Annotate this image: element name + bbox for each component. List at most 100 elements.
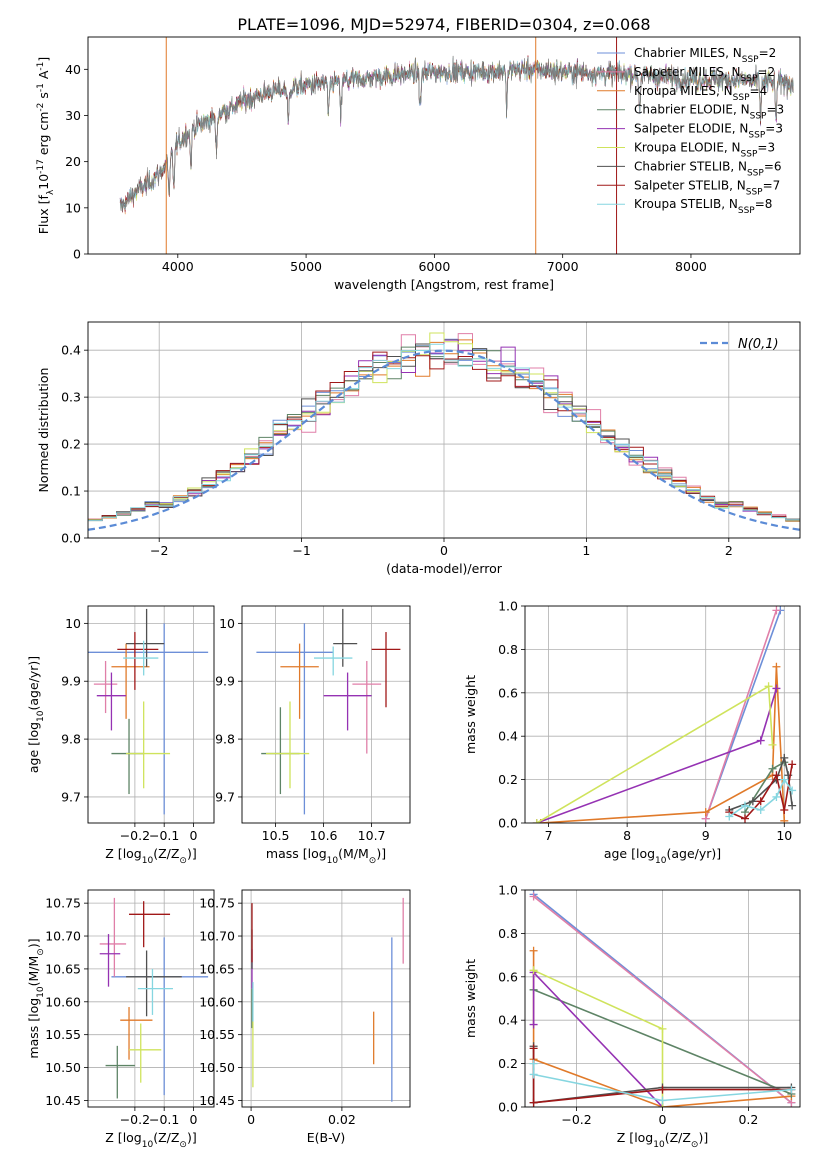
panel-mass_vs_Z: −0.2−0.1 0 10.45 10.50 10.55 10.60 10.65 10.70 1… bbox=[26, 889, 215, 1150]
weight-marker-chabrier_stelib bbox=[748, 797, 757, 806]
weight-marker-kroupa_stelib bbox=[529, 1070, 538, 1079]
y-tick-label: 10.45 bbox=[199, 1093, 235, 1108]
weight-marker-kroupa_elodie bbox=[764, 682, 773, 691]
weight-marker-kroupa_elodie bbox=[532, 819, 541, 823]
weight-marker-kroupa_miles bbox=[529, 946, 538, 955]
panels: 4000 5000 6000 7000 8000010203040wavelength … bbox=[26, 36, 801, 1150]
y-tick-label: 0.2 bbox=[61, 437, 81, 452]
axes-frame bbox=[87, 36, 801, 255]
x-tick-label: 0 bbox=[190, 828, 198, 843]
weight-marker-kroupa_stelib bbox=[756, 805, 765, 814]
x-axis-label: Z [log10(Z/Z⊙)] bbox=[617, 1130, 708, 1150]
plot-area bbox=[242, 606, 410, 823]
x-axis-label: E(B-V) bbox=[307, 1130, 346, 1145]
y-tick-label: 0 bbox=[73, 247, 81, 262]
y-tick-label: 0.8 bbox=[498, 926, 518, 941]
panel-spectrum: 4000 5000 6000 7000 8000 0 10 20 30 40 wavelength … bbox=[36, 36, 801, 292]
x-tick-label: −0.1 bbox=[149, 828, 179, 843]
x-tick-label: 0 bbox=[440, 543, 448, 558]
legend-label-kroupa_elodie: Kroupa ELODIE, NSSP=3 bbox=[634, 141, 775, 160]
axes-frame bbox=[524, 889, 801, 1108]
histogram-kroupa_elodie bbox=[88, 332, 800, 521]
y-tick-label: 0.3 bbox=[61, 390, 81, 405]
y-tick-label: 0.6 bbox=[498, 969, 518, 984]
panel-mass_vs_ebv: 0 0.02 10.45 10.50 10.55 10.60 10.65 10.70 10.75… bbox=[199, 889, 411, 1145]
y-tick-label: 10.65 bbox=[45, 961, 81, 976]
axes-frame bbox=[87, 321, 801, 539]
plot-area bbox=[88, 322, 800, 538]
x-tick-label: −0.2 bbox=[120, 1112, 150, 1127]
y-axis-label: Flux [fλ10-17 erg cm-2 s-1 A-1] bbox=[36, 57, 56, 235]
x-tick-label: 6000 bbox=[418, 259, 450, 274]
x-tick-label: 9 bbox=[702, 828, 710, 843]
y-tick-label: 0.8 bbox=[498, 642, 518, 657]
weight-marker-kroupa_stelib bbox=[787, 1085, 796, 1094]
x-axis-label: mass [log10(M/M⊙)] bbox=[266, 846, 386, 866]
y-axis-label: Normed distribution bbox=[36, 368, 51, 493]
figure-title: PLATE=1096, MJD=52974, FIBERID=0304, z=0… bbox=[237, 15, 650, 34]
x-tick-label: 10.5 bbox=[262, 828, 290, 843]
weight-line-kroupa_stelib bbox=[532, 1063, 792, 1102]
x-tick-label: 4000 bbox=[162, 259, 194, 274]
y-tick-label: 10.75 bbox=[45, 896, 81, 911]
x-tick-label: 2 bbox=[725, 543, 733, 558]
y-axis-label: mass [log10(M/M⊙)] bbox=[26, 938, 46, 1058]
weight-marker-kroupa_miles bbox=[772, 662, 781, 671]
panel-age_vs_mass: 10.5 10.6 10.7 9.7 9.8 9.9 10 mass [log10(M/M⊙)… bbox=[215, 605, 411, 866]
weight-marker-salpeter_stelib bbox=[756, 797, 765, 806]
x-tick-label: 5000 bbox=[290, 259, 322, 274]
y-tick-label: 0.4 bbox=[498, 1013, 518, 1028]
x-axis-label: age [log10(age/yr)] bbox=[604, 846, 721, 866]
axes-frame bbox=[241, 889, 411, 1108]
weight-marker-salpeter_stelib bbox=[772, 771, 781, 780]
x-tick-label: 8 bbox=[623, 828, 631, 843]
x-tick-label: −1 bbox=[292, 543, 310, 558]
legend-label-chabrier_stelib: Chabrier STELIB, NSSP=6 bbox=[634, 159, 782, 178]
axes-frame bbox=[524, 605, 801, 824]
weight-line-kroupa_stelib bbox=[728, 778, 793, 818]
y-axis-label: mass weight bbox=[463, 675, 478, 754]
legend-label-salpeter_stelib: Salpeter STELIB, NSSP=7 bbox=[634, 178, 780, 197]
legend-label-kroupa_stelib: Kroupa STELIB, NSSP=8 bbox=[634, 197, 772, 216]
y-tick-label: 0.2 bbox=[498, 772, 518, 787]
y-tick-label: 10 bbox=[65, 616, 81, 631]
x-tick-label: 0 bbox=[190, 1112, 198, 1127]
y-tick-label: 9.8 bbox=[215, 732, 235, 747]
y-tick-label: 30 bbox=[65, 108, 81, 123]
y-tick-label: 10.75 bbox=[199, 896, 235, 911]
plot-area bbox=[242, 890, 410, 1107]
weight-marker-salpeter_stelib bbox=[788, 760, 797, 769]
weight-line-kroupa_elodie bbox=[536, 684, 774, 823]
weight-marker-salpeter_stelib bbox=[529, 1044, 538, 1053]
plot-area bbox=[88, 890, 214, 1107]
y-tick-label: 0.1 bbox=[61, 484, 81, 499]
weight-marker-kroupa_elodie bbox=[529, 966, 538, 975]
x-tick-label: 1 bbox=[582, 543, 590, 558]
y-tick-label: 10.50 bbox=[199, 1060, 235, 1075]
y-tick-label: 10.45 bbox=[45, 1093, 81, 1108]
panel-weight_vs_age: 7 8 9 10 0.0 0.2 0.4 0.6 0.8 1.0 age [log10(age/yr… bbox=[463, 599, 801, 866]
weight-marker-salpeter_elodie bbox=[756, 736, 765, 745]
axes-frame bbox=[87, 605, 215, 824]
weight-marker-salpeter_stelib bbox=[529, 1098, 538, 1107]
y-tick-label: 9.9 bbox=[215, 674, 235, 689]
weight-marker-kroupa_stelib bbox=[529, 1059, 538, 1068]
weight-marker-kroupa_stelib bbox=[788, 786, 797, 795]
histogram-kroupa_stelib bbox=[88, 343, 800, 521]
weight-marker-kroupa_stelib bbox=[772, 792, 781, 801]
panel-weight_vs_Z: −0.2 0 0.2 0.0 0.2 0.4 0.6 0.8 1.0 Z [log10(Z/Z⊙)… bbox=[463, 883, 801, 1150]
weight-marker-salpeter_elodie bbox=[772, 684, 781, 693]
y-tick-label: 1.0 bbox=[498, 883, 518, 898]
plot-area bbox=[525, 606, 800, 823]
x-axis-label: wavelength [Angstrom, rest frame] bbox=[334, 277, 554, 292]
legend-label-kroupa_miles: Kroupa MILES, NSSP=4 bbox=[634, 84, 767, 103]
x-tick-label: 10 bbox=[776, 828, 792, 843]
y-tick-label: 10.60 bbox=[45, 994, 81, 1009]
weight-marker-chabrier_stelib bbox=[780, 753, 789, 762]
weight-marker-kroupa_stelib bbox=[725, 812, 734, 821]
gaussian-curve bbox=[88, 349, 800, 531]
x-tick-label: −0.2 bbox=[120, 828, 150, 843]
x-axis-label: Z [log10(Z/Z⊙)] bbox=[105, 846, 196, 866]
x-tick-label: −0.1 bbox=[149, 1112, 179, 1127]
